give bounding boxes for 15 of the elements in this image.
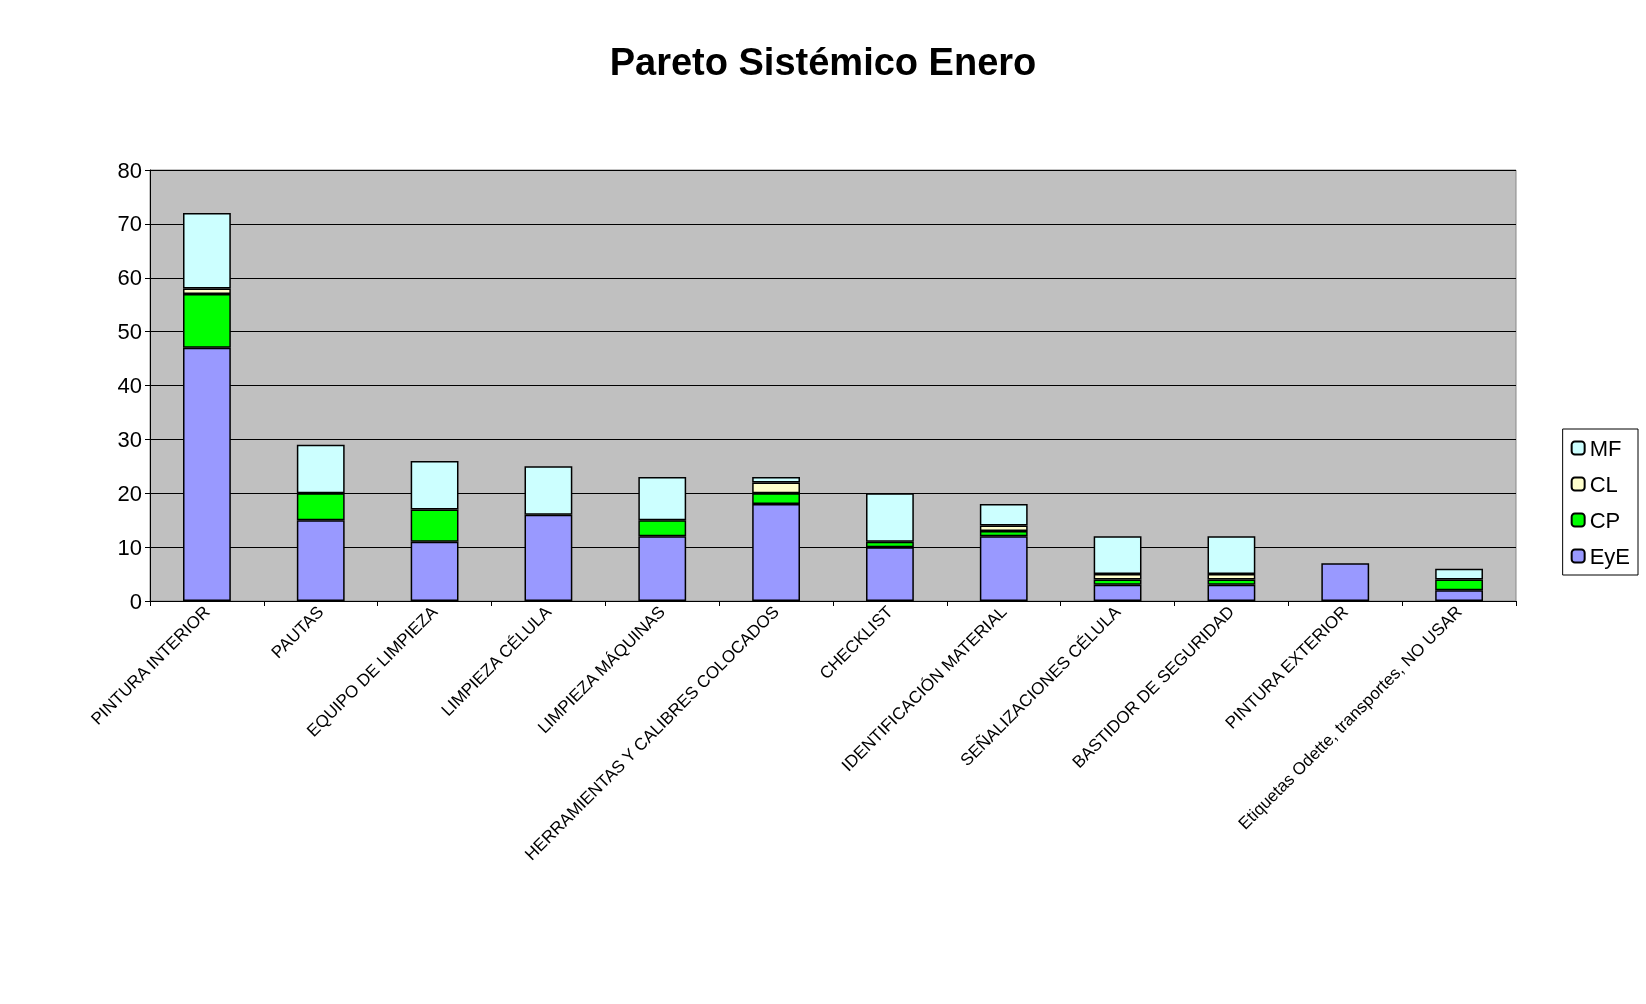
legend-label: CP — [1589, 507, 1621, 533]
chart-title: Pareto Sistémico Enero — [609, 41, 1037, 83]
y-tick-label: 10 — [117, 534, 142, 560]
y-tick-label: 70 — [117, 211, 142, 237]
y-tick-label: 40 — [117, 373, 142, 398]
y-tick-label: 50 — [117, 319, 142, 345]
legend-label: EyE — [1589, 543, 1631, 569]
y-tick-label: 30 — [117, 426, 142, 452]
legend-label: CL — [1589, 471, 1618, 497]
bar — [1321, 563, 1370, 601]
y-tick-label: 0 — [129, 588, 142, 614]
y-tick-label: 20 — [117, 480, 142, 506]
legend-label: MF — [1589, 435, 1622, 461]
y-tick-label: 80 — [117, 157, 142, 183]
y-tick-label: 60 — [117, 265, 142, 291]
